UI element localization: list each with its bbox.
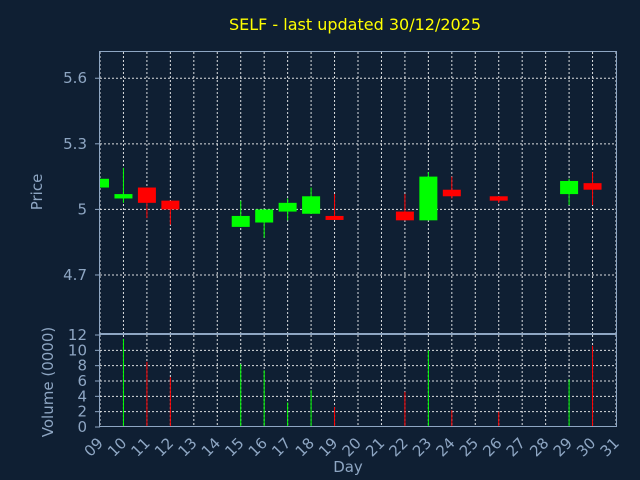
x-tick-label: 11: [128, 434, 154, 460]
x-tick-label: 09: [81, 434, 107, 460]
x-tick-label: 13: [174, 434, 200, 460]
x-tick-label: 16: [245, 434, 271, 460]
price-tick-label: 4.7: [63, 266, 87, 284]
candle-body: [489, 196, 508, 201]
candle-body: [560, 180, 579, 195]
candle-body: [419, 176, 438, 221]
x-tick-label: 20: [339, 434, 365, 460]
volume-bars: [122, 338, 594, 427]
x-tick-label: 19: [315, 434, 341, 460]
x-tick-label: 29: [550, 434, 576, 460]
price-tick-label: 5.6: [63, 69, 87, 87]
x-tick-label: 31: [597, 434, 623, 460]
x-tick-label: 21: [362, 434, 388, 460]
x-tick-label: 30: [573, 434, 599, 460]
volume-axis-label: Volume (0000): [39, 327, 57, 437]
price-candles: [99, 167, 602, 238]
x-tick-label: 26: [479, 434, 505, 460]
volume-tick-label: 10: [68, 341, 87, 359]
volume-tick-label: 2: [77, 403, 87, 421]
x-tick-label: 12: [151, 434, 177, 460]
x-tick-label: 23: [409, 434, 435, 460]
volume-tick-label: 0: [77, 418, 87, 436]
candle-body: [583, 183, 602, 190]
candle-body: [231, 215, 250, 227]
price-tick-label: 5: [77, 200, 87, 218]
candle-body: [278, 202, 297, 212]
x-tick-label: 15: [221, 434, 247, 460]
chart-title: SELF - last updated 30/12/2025: [229, 15, 481, 34]
candle-body: [442, 189, 461, 197]
volume-tick-label: 4: [77, 387, 87, 405]
price-panel: 4.7 5 5.3 5.6 Price: [28, 51, 617, 334]
volume-tick-label: 6: [77, 372, 87, 390]
candle-body: [114, 194, 133, 199]
x-axis-ticks: 0910111213141516171819202122232425262728…: [81, 434, 623, 460]
price-y-ticks: 4.7 5 5.3 5.6: [63, 69, 100, 284]
candle-body: [137, 187, 156, 203]
x-tick-label: 17: [268, 434, 294, 460]
volume-grid: [99, 335, 617, 427]
volume-tick-label: 12: [68, 326, 87, 344]
x-tick-label: 28: [526, 434, 552, 460]
x-tick-label: 14: [198, 434, 224, 460]
x-axis-label: Day: [333, 458, 363, 476]
x-tick-label: 27: [503, 434, 529, 460]
x-tick-label: 22: [386, 434, 412, 460]
candle-body: [325, 215, 344, 220]
candle-body: [302, 196, 321, 214]
price-plot-frame: [99, 51, 617, 334]
price-tick-label: 5.3: [63, 135, 87, 153]
price-grid: [99, 52, 617, 334]
candle-body: [395, 211, 414, 221]
candle-body: [100, 178, 109, 188]
x-tick-label: 24: [432, 434, 458, 460]
price-axis-label: Price: [28, 174, 46, 211]
x-tick-label: 10: [104, 434, 130, 460]
candle-body: [255, 209, 274, 223]
x-tick-label: 18: [292, 434, 318, 460]
volume-tick-label: 8: [77, 357, 87, 375]
x-tick-label: 25: [456, 434, 482, 460]
candle-body: [161, 200, 180, 210]
